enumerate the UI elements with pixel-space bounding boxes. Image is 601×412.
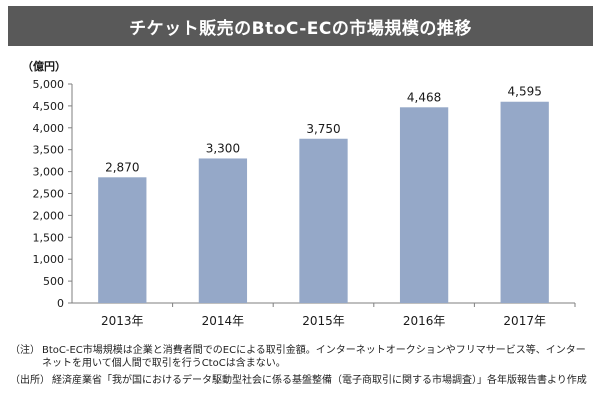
y-tick-label: 4,000 <box>33 122 65 135</box>
x-tick-label: 2016年 <box>403 314 446 328</box>
y-tick-label: 500 <box>43 275 64 288</box>
y-axis-unit-label: （億円） <box>22 59 66 73</box>
data-labels: 2,870 3,300 3,750 4,468 4,595 <box>105 85 542 175</box>
bar <box>198 158 248 303</box>
bar <box>98 177 147 303</box>
note-row: （注） BtoC-EC市場規模は企業と消費者間でのECによる取引金額。インターネ… <box>10 344 595 370</box>
x-tick-label: 2013年 <box>101 314 144 328</box>
y-tick-label: 2,000 <box>33 209 65 222</box>
footnotes: （注） BtoC-EC市場規模は企業と消費者間でのECによる取引金額。インターネ… <box>10 344 595 391</box>
chart-title-bar: チケット販売のBtoC-ECの市場規模の推移 <box>8 6 593 46</box>
bar-value-label: 4,595 <box>508 85 542 99</box>
y-axis-ticks: 0 500 1,000 1,500 2,000 2,500 3,000 3,500 4,000 4… <box>33 78 72 310</box>
y-tick-label: 2,500 <box>33 188 65 201</box>
bar-value-label: 3,750 <box>306 122 340 136</box>
y-tick-label: 3,500 <box>33 144 65 157</box>
y-tick-label: 3,000 <box>33 166 65 179</box>
x-axis-labels: 2013年 2014年 2015年 2016年 2017年 <box>101 303 576 328</box>
bar-value-label: 4,468 <box>407 90 441 104</box>
x-tick-label: 2014年 <box>202 314 245 328</box>
note-tag: （注） <box>10 345 40 356</box>
bar-chart: 0 500 1,000 1,500 2,000 2,500 3,000 3,500 4,000 4… <box>22 59 576 328</box>
y-tick-label: 5,000 <box>33 78 65 91</box>
source-text: 経済産業省「我が国におけるデータ駆動型社会に係る基盤整備（電子商取引に関する市場… <box>52 375 587 386</box>
bar-value-label: 3,300 <box>206 141 240 155</box>
note-text: BtoC-EC市場規模は企業と消費者間でのECによる取引金額。インターネットオー… <box>42 345 586 369</box>
bar-value-label: 2,870 <box>105 160 139 174</box>
y-tick-label: 1,500 <box>33 231 65 244</box>
bar-series <box>98 101 549 303</box>
y-tick-label: 0 <box>57 297 64 310</box>
y-tick-label: 1,000 <box>33 253 65 266</box>
y-tick-label: 4,500 <box>33 100 65 113</box>
bar <box>299 138 348 303</box>
x-tick-label: 2017年 <box>503 314 546 328</box>
source-row: （出所） 経済産業省「我が国におけるデータ駆動型社会に係る基盤整備（電子商取引に… <box>10 374 595 387</box>
source-tag: （出所） <box>10 375 50 386</box>
chart-title: チケット販売のBtoC-ECの市場規模の推移 <box>129 18 472 39</box>
x-tick-label: 2015年 <box>302 314 345 328</box>
bar <box>399 107 449 303</box>
bar <box>500 101 549 303</box>
